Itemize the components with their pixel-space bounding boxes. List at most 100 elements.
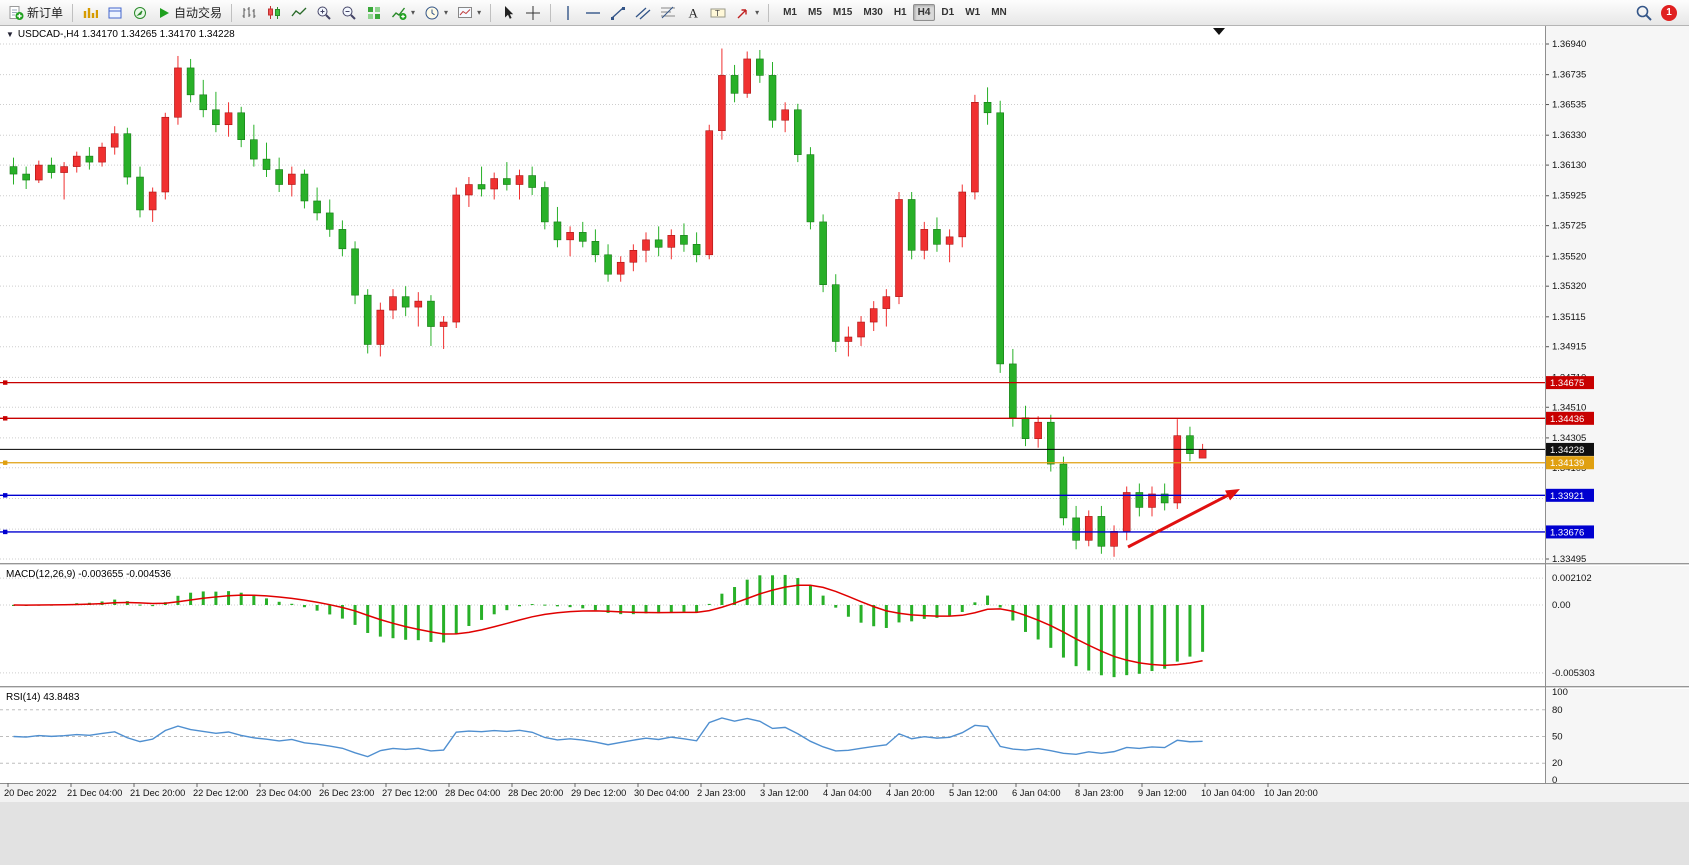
new-order-icon <box>9 5 24 20</box>
periods-button[interactable]: ▾ <box>420 2 452 24</box>
svg-text:1.34436: 1.34436 <box>1550 414 1584 425</box>
hline-1.34139[interactable] <box>0 460 1545 465</box>
hline-1.34436[interactable] <box>0 416 1545 421</box>
line-handle[interactable] <box>3 493 8 498</box>
macd-axis-label: 0.00 <box>1552 600 1571 611</box>
price-axis-label: 1.36735 <box>1552 70 1586 81</box>
price-axis-label: 1.34305 <box>1552 433 1586 444</box>
timeframe-toolbar: M1 M5 M15 M30 H1 H4 D1 W1 MN <box>778 4 1012 21</box>
horizontal-line-icon <box>586 11 601 14</box>
time-axis-label: 10 Jan 20:00 <box>1264 788 1318 798</box>
time-axis[interactable]: 20 Dec 2022 21 Dec 04:00 21 Dec 20:00 22 De… <box>0 783 1689 802</box>
tile-windows-icon <box>368 6 381 19</box>
macd-pane[interactable]: 0.002102 0.00 -0.005303 <box>0 573 1595 679</box>
chart-shift-marker[interactable] <box>1213 28 1225 35</box>
vertical-line-button[interactable] <box>556 2 580 24</box>
price-axis-label: 1.35115 <box>1552 312 1586 323</box>
timeframe-d1-button[interactable]: D1 <box>936 4 959 21</box>
timeframe-h1-button[interactable]: H1 <box>889 4 912 21</box>
candlestick-chart-button[interactable] <box>262 2 286 24</box>
autotrading-button[interactable]: 自动交易 <box>153 2 226 24</box>
rsi-pane[interactable]: 100 80 50 20 0 <box>0 687 1568 786</box>
separator <box>768 3 770 22</box>
data-window-button[interactable] <box>103 2 127 24</box>
navigator-icon <box>134 6 147 19</box>
chart-window[interactable]: 1.36940 1.36735 1.36535 1.36330 1.36130 1.359… <box>0 26 1689 802</box>
horizontal-line-button[interactable] <box>581 2 605 24</box>
toolbar: 新订单 自动交易 <box>0 0 1689 26</box>
timeframe-m30-button[interactable]: M30 <box>858 4 887 21</box>
rsi-line <box>13 717 1203 758</box>
vertical-line-icon <box>567 5 569 20</box>
price-tag-1.33921: 1.33921 <box>1546 488 1594 502</box>
chart-canvas[interactable]: 1.36940 1.36735 1.36535 1.36330 1.36130 1.359… <box>0 26 1689 802</box>
market-watch-icon <box>83 7 99 18</box>
timeframe-m5-button[interactable]: M5 <box>803 4 827 21</box>
symbol-ohlc-label: ▼ USDCAD-,H4 1.34170 1.34265 1.34170 1.34… <box>6 29 235 40</box>
price-tag-1.34436: 1.34436 <box>1546 411 1594 425</box>
indicators-icon <box>392 7 407 20</box>
new-order-button[interactable]: 新订单 <box>4 2 67 24</box>
price-axis-label: 1.34510 <box>1552 402 1586 413</box>
timeframe-mn-button[interactable]: MN <box>986 4 1012 21</box>
svg-text:1.34675: 1.34675 <box>1550 378 1584 389</box>
time-axis-label: 29 Dec 12:00 <box>571 788 626 798</box>
time-axis-label: 8 Jan 23:00 <box>1075 788 1124 798</box>
hline-1.34675[interactable] <box>0 380 1545 385</box>
navigator-button[interactable] <box>128 2 152 24</box>
arrows-button[interactable]: ▾ <box>731 2 763 24</box>
line-handle[interactable] <box>3 380 8 385</box>
line-handle[interactable] <box>3 529 8 535</box>
price-tag-1.34139: 1.34139 <box>1546 456 1594 470</box>
fibonacci-button[interactable] <box>656 2 680 24</box>
price-tag-1.34675: 1.34675 <box>1546 376 1594 390</box>
macd-signal-line <box>13 584 1203 667</box>
channel-button[interactable] <box>631 2 655 24</box>
new-order-label: 新订单 <box>27 6 64 20</box>
line-chart-button[interactable] <box>287 2 311 24</box>
one-click-trading-toggle[interactable]: ▼ <box>6 30 14 39</box>
time-axis-label: 30 Dec 04:00 <box>634 788 689 798</box>
timeframe-m15-button[interactable]: M15 <box>828 4 857 21</box>
text-button[interactable]: A <box>681 2 705 24</box>
market-watch-button[interactable] <box>78 2 102 24</box>
macd-axis-label: -0.005303 <box>1552 668 1595 679</box>
zoom-out-icon <box>342 6 356 20</box>
time-axis-label: 21 Dec 20:00 <box>130 788 185 798</box>
notification-badge[interactable]: 1 <box>1661 4 1677 21</box>
search-button[interactable] <box>1631 2 1657 24</box>
hline-1.33676[interactable] <box>0 529 1545 535</box>
time-axis-label: 9 Jan 12:00 <box>1138 788 1187 798</box>
pane-separator[interactable] <box>0 563 1689 566</box>
tile-windows-button[interactable] <box>362 2 386 24</box>
zoom-out-button[interactable] <box>337 2 361 24</box>
price-axis-label: 1.33495 <box>1552 554 1586 565</box>
trendline-button[interactable] <box>606 2 630 24</box>
price-axis-label: 1.35520 <box>1552 251 1586 262</box>
timeframe-m1-button[interactable]: M1 <box>778 4 802 21</box>
timeframe-w1-button[interactable]: W1 <box>960 4 985 21</box>
crosshair-icon <box>526 5 541 20</box>
chart-background <box>0 26 1689 783</box>
text-label-button[interactable]: T <box>706 2 730 24</box>
trend-arrow[interactable] <box>1127 489 1240 549</box>
autotrading-label: 自动交易 <box>174 6 223 20</box>
crosshair-button[interactable] <box>521 2 545 24</box>
cursor-button[interactable] <box>496 2 520 24</box>
time-axis-label: 3 Jan 12:00 <box>760 788 809 798</box>
clock-icon <box>425 6 439 19</box>
template-icon <box>458 6 473 18</box>
line-handle[interactable] <box>3 460 8 465</box>
hline-1.33921[interactable] <box>0 493 1545 498</box>
indicators-button[interactable]: ▾ <box>387 2 419 24</box>
zoom-in-button[interactable] <box>312 2 336 24</box>
time-axis-label: 23 Dec 04:00 <box>256 788 311 798</box>
price-axis-label: 1.35320 <box>1552 281 1586 292</box>
timeframe-h4-button[interactable]: H4 <box>912 4 936 21</box>
text-icon: A <box>689 5 699 20</box>
separator <box>231 3 233 22</box>
bar-chart-button[interactable] <box>237 2 261 24</box>
pane-separator[interactable] <box>0 686 1689 689</box>
templates-button[interactable]: ▾ <box>453 2 485 24</box>
line-handle[interactable] <box>3 416 8 421</box>
